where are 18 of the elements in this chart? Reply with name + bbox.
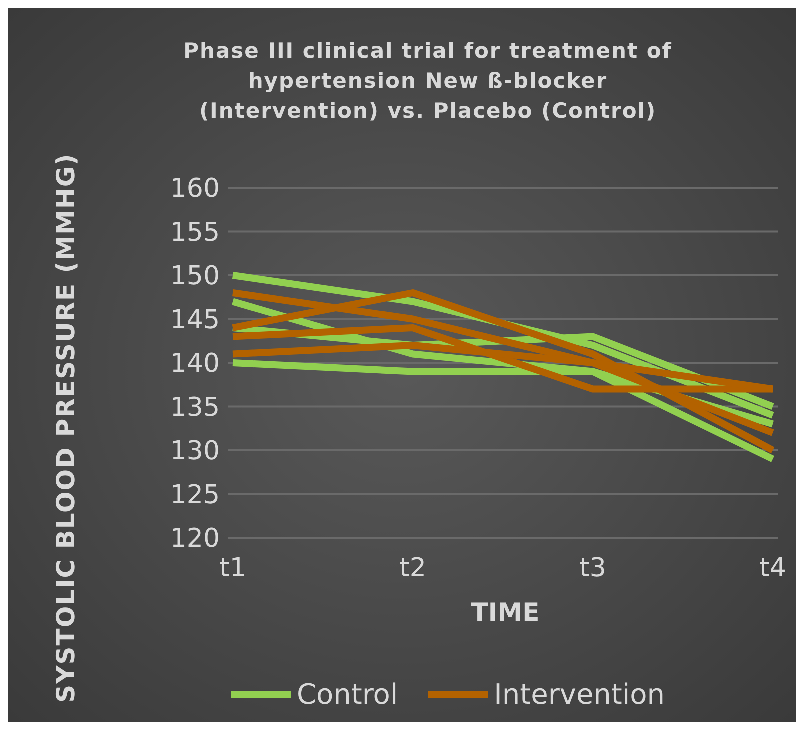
legend-label: Intervention	[494, 678, 666, 711]
x-tick-label: t4	[760, 553, 786, 584]
y-tick-label: 135	[170, 392, 220, 423]
y-axis-title: SYSTOLIC BLOOD PRESSURE (MMHG)	[52, 153, 80, 703]
x-tick-label: t2	[400, 553, 426, 584]
y-tick-label: 155	[170, 218, 220, 248]
x-tick-label: t1	[220, 553, 246, 584]
y-tick-label: 125	[170, 480, 220, 510]
y-tick-label: 145	[170, 305, 220, 336]
legend-label: Control	[296, 678, 398, 711]
x-tick-label: t3	[580, 553, 606, 584]
chart-title: Phase III clinical trial for treatment of hypertension New ß-blocker (Intervention) vs. Placebo (Control)	[182, 38, 674, 125]
y-tick-label: 160	[170, 174, 220, 204]
y-tick-label: 120	[170, 524, 220, 554]
y-tick-label: 140	[170, 349, 220, 380]
y-tick-label: 130	[170, 436, 220, 467]
y-tick-label: 150	[170, 262, 220, 292]
x-axis-title: TIME	[470, 598, 541, 627]
